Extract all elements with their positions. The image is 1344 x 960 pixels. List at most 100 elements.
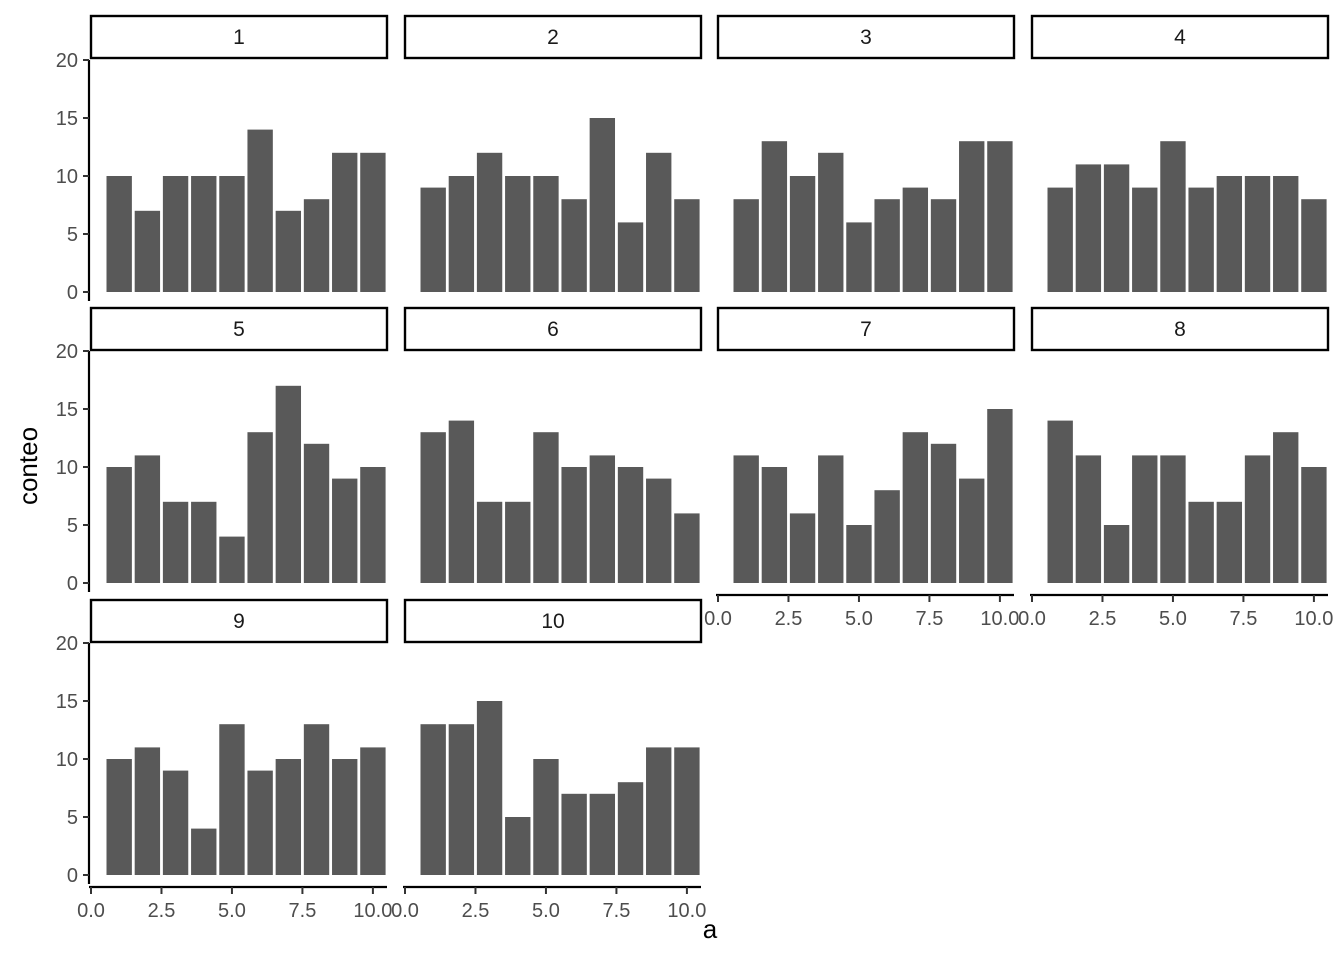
- x-tick-label: 7.5: [1230, 608, 1258, 630]
- bar: [589, 455, 616, 583]
- bar: [134, 747, 161, 875]
- bar: [533, 176, 559, 292]
- x-tick-label: 7.5: [603, 900, 631, 922]
- bar: [1047, 420, 1073, 583]
- facet-strip-label: 6: [547, 318, 559, 341]
- facet-strip: [1030, 14, 1330, 60]
- bar: [561, 467, 587, 583]
- x-tick-label: 2.5: [775, 608, 803, 630]
- facet-strip: [403, 14, 703, 60]
- bar: [1301, 467, 1327, 583]
- facet-panel-8: 8 0.0 2.5 5.0 7.5 10.0: [1018, 306, 1333, 630]
- facet-panel-10: 10 0.0 2.5 5.0 7.5 10.0: [391, 598, 706, 922]
- bar: [589, 793, 616, 875]
- bar: [505, 176, 531, 292]
- bar: [1244, 455, 1271, 583]
- x-tick-label: 0.0: [391, 900, 419, 922]
- bar: [1047, 187, 1073, 292]
- x-tick-label: 10.0: [353, 900, 392, 922]
- bar: [646, 478, 672, 583]
- bar: [275, 210, 302, 292]
- bar: [247, 129, 273, 292]
- bar: [987, 409, 1013, 583]
- facet-strip: [1030, 306, 1330, 352]
- bar: [303, 199, 330, 292]
- bar: [1273, 176, 1299, 292]
- bar: [332, 152, 358, 292]
- y-tick-label: 15: [56, 691, 78, 713]
- bar: [561, 793, 587, 875]
- bar: [420, 432, 446, 583]
- bar: [761, 141, 788, 292]
- bar: [476, 701, 503, 875]
- bar: [1075, 455, 1102, 583]
- bar: [448, 420, 475, 583]
- x-tick-label: 10.0: [667, 900, 706, 922]
- facet-strip-label: 5: [233, 318, 245, 341]
- facet-strip-label: 3: [860, 26, 872, 49]
- bar: [162, 770, 189, 875]
- bar: [360, 467, 386, 583]
- x-tick-label: 0.0: [1018, 608, 1046, 630]
- bar: [360, 152, 386, 292]
- facet-panel-3: 3: [716, 14, 1016, 292]
- bar: [420, 187, 446, 292]
- y-tick-label: 5: [67, 807, 78, 829]
- bar: [219, 536, 245, 583]
- y-tick-label: 0: [67, 573, 78, 595]
- facet-strip: [403, 306, 703, 352]
- y-tick-label: 20: [56, 50, 78, 72]
- bar: [1103, 525, 1130, 583]
- bar: [1301, 199, 1327, 292]
- bar: [1075, 164, 1102, 292]
- y-tick-label: 5: [67, 515, 78, 537]
- bar: [1103, 164, 1130, 292]
- facet-strip: [89, 306, 389, 352]
- bar: [275, 385, 302, 583]
- facet-strip-label: 7: [860, 318, 872, 341]
- bar: [617, 782, 644, 875]
- bar: [303, 724, 330, 875]
- x-tick-label: 7.5: [916, 608, 944, 630]
- bar: [476, 152, 503, 292]
- x-tick-label: 2.5: [1089, 608, 1117, 630]
- bar: [1160, 455, 1186, 583]
- bar: [162, 176, 189, 292]
- facet-panel-5: 5 0 5 10 15 20: [56, 306, 389, 595]
- x-tick-label: 0.0: [704, 608, 732, 630]
- bar: [1188, 501, 1214, 583]
- bar: [191, 501, 217, 583]
- y-tick-label: 0: [67, 282, 78, 304]
- bar: [617, 467, 644, 583]
- facet-strip: [716, 306, 1016, 352]
- bar: [1132, 187, 1158, 292]
- bar: [332, 478, 358, 583]
- facet-panel-7: 7 0.0 2.5 5.0 7.5 10.0: [704, 306, 1019, 630]
- x-tick-label: 10.0: [980, 608, 1019, 630]
- x-tick-label: 5.0: [218, 900, 246, 922]
- bar: [303, 443, 330, 583]
- bar: [733, 455, 759, 583]
- bar: [902, 432, 929, 583]
- bar: [589, 118, 616, 292]
- bar: [959, 141, 985, 292]
- bar: [1216, 176, 1243, 292]
- bar: [930, 443, 957, 583]
- bar: [533, 759, 559, 875]
- bar: [959, 478, 985, 583]
- y-axis-title: conteo: [13, 427, 43, 505]
- bar: [1244, 176, 1271, 292]
- bar: [505, 817, 531, 875]
- facet-strip: [89, 598, 389, 644]
- bar: [874, 199, 900, 292]
- bar: [987, 141, 1013, 292]
- facet-strip-label: 2: [547, 26, 559, 49]
- bar: [646, 152, 672, 292]
- bar: [930, 199, 957, 292]
- bar: [789, 513, 816, 583]
- bar: [789, 176, 816, 292]
- bar: [332, 759, 358, 875]
